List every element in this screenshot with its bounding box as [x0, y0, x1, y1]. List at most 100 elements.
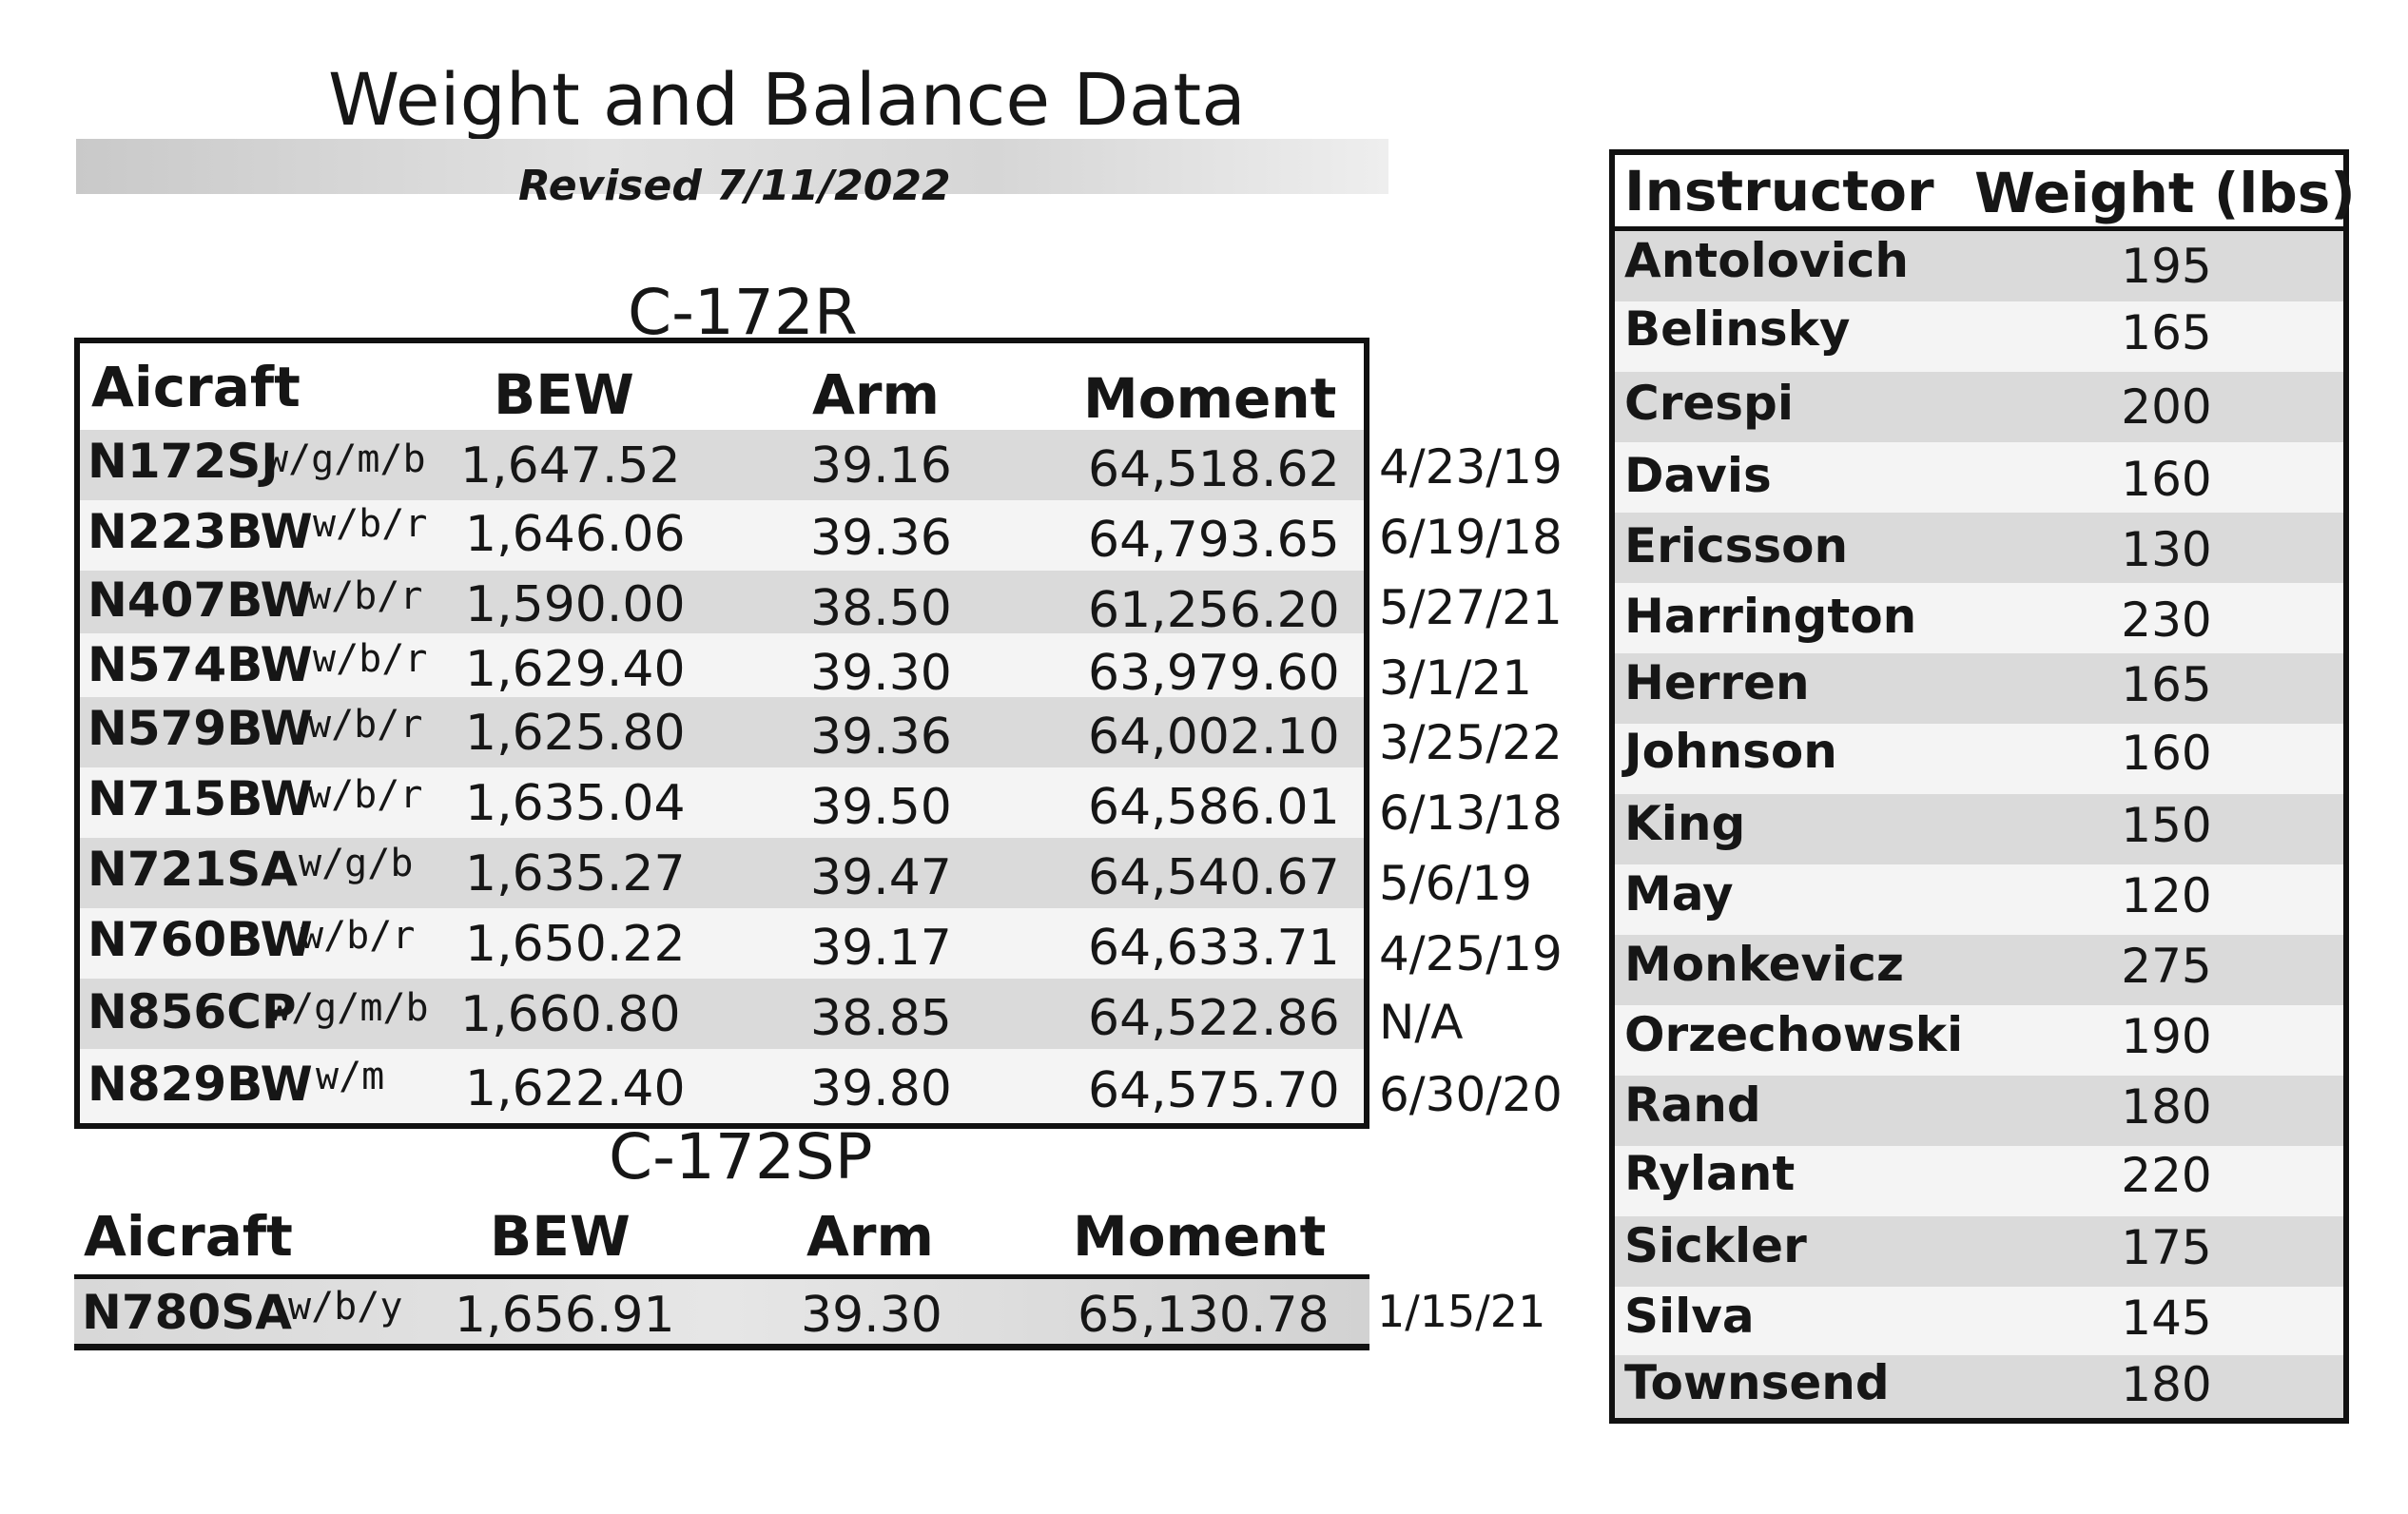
instructor-row: Sickler 175 [1615, 1216, 2343, 1287]
instructor-weight: 230 [2121, 592, 2212, 648]
instructor-table: Instructor Weight (lbs) Antolovich 195 B… [1609, 149, 2356, 1424]
arm-value: 39.16 [810, 437, 952, 495]
aircraft-registration: N760BW [87, 912, 313, 967]
revision-date: 6/13/18 [1379, 786, 1563, 841]
instructor-row: Monkevicz 275 [1615, 935, 2343, 1005]
header-moment: Moment [1073, 1204, 1327, 1269]
equipment-code: w/b/r [308, 703, 423, 747]
equipment-code: w/b/r [308, 574, 423, 618]
header-instructor: Instructor [1624, 159, 1934, 223]
table-rule [74, 1274, 1369, 1279]
aircraft-registration: N407BW [87, 573, 313, 628]
revised-date: Revised 7/11/2022 [518, 162, 951, 210]
instructor-name: Townsend [1624, 1355, 1890, 1410]
instructor-row: Silva 145 [1615, 1287, 2343, 1357]
equipment-code: w/g/m/b [268, 986, 429, 1030]
instructor-weight: 130 [2121, 522, 2212, 577]
arm-value: 38.50 [810, 580, 952, 637]
table-row: N856CP w/g/m/b 1,660.80 38.85 64,522.86 [80, 979, 1364, 1049]
instructor-name: Orzechowski [1624, 1007, 1964, 1062]
instructor-row: Davis 160 [1615, 442, 2343, 513]
bew-value: 1,647.52 [460, 437, 681, 495]
instructor-name: Belinsky [1624, 301, 1851, 357]
instructor-weight: 190 [2121, 1009, 2212, 1064]
instructor-weight: 160 [2121, 452, 2212, 507]
moment-value: 64,518.62 [1088, 441, 1340, 498]
c172r-table: Aicraft BEW Arm Moment N172SJ w/g/m/b 1,… [74, 338, 1369, 1129]
aircraft-registration: N829BW [87, 1057, 313, 1112]
revision-date: 4/25/19 [1379, 926, 1563, 981]
arm-value: 39.17 [810, 920, 952, 977]
header-moment: Moment [1083, 366, 1337, 431]
arm-value: 39.30 [801, 1287, 942, 1344]
revision-date: 4/23/19 [1379, 439, 1563, 495]
instructor-name: Crespi [1624, 376, 1794, 431]
bew-value: 1,635.04 [465, 775, 686, 832]
section-title-c172r: C-172R [628, 276, 858, 349]
equipment-code: w/m [316, 1055, 385, 1098]
bew-value: 1,656.91 [455, 1287, 675, 1344]
instructor-name: King [1624, 796, 1746, 851]
moment-value: 61,256.20 [1088, 582, 1340, 639]
revision-date: 3/1/21 [1379, 650, 1532, 706]
instructor-weight: 200 [2121, 379, 2212, 435]
instructor-row: Belinsky 165 [1615, 301, 2343, 372]
instructor-name: Sickler [1624, 1218, 1807, 1273]
table-row: N715BW w/b/r 1,635.04 39.50 64,586.01 [80, 767, 1364, 838]
instructor-row: Townsend 180 [1615, 1355, 2343, 1418]
instructor-row: Rand 180 [1615, 1076, 2343, 1146]
revision-date: 1/15/21 [1377, 1286, 1546, 1337]
table-row: N407BW w/b/r 1,590.00 38.50 61,256.20 [80, 571, 1364, 641]
table-row: N574BW w/b/r 1,629.40 39.30 63,979.60 [80, 633, 1364, 704]
instructor-name: Harrington [1624, 589, 1917, 644]
equipment-code: w/b/y [288, 1285, 403, 1329]
table-row: N223BW w/b/r 1,646.06 39.36 64,793.65 [80, 500, 1364, 571]
header-arm: Arm [812, 362, 940, 427]
header-weight: Weight (lbs) [1974, 161, 2356, 225]
instructor-weight: 180 [2121, 1079, 2212, 1135]
arm-value: 39.47 [810, 849, 952, 906]
instructor-weight: 120 [2121, 868, 2212, 923]
revision-date: N/A [1379, 995, 1464, 1050]
revision-date: 3/25/22 [1379, 715, 1563, 770]
revision-date: 6/19/18 [1379, 510, 1563, 565]
table-row: N579BW w/b/r 1,625.80 39.36 64,002.10 [80, 697, 1364, 767]
aircraft-registration: N721SA [87, 842, 298, 897]
revision-date: 6/30/20 [1379, 1067, 1563, 1122]
equipment-code: w/b/r [313, 637, 428, 681]
arm-value: 39.36 [810, 510, 952, 567]
instructor-row: Orzechowski 190 [1615, 1005, 2343, 1076]
instructor-weight: 165 [2121, 657, 2212, 712]
equipment-code: w/b/r [301, 914, 416, 958]
header-aircraft: Aicraft [84, 1204, 293, 1269]
instructor-row: Johnson 160 [1615, 724, 2343, 794]
aircraft-registration: N780SA [82, 1285, 292, 1340]
table-rule [74, 1344, 1369, 1350]
instructor-weight: 180 [2121, 1357, 2212, 1412]
instructor-row: Harrington 230 [1615, 583, 2343, 653]
document-title: Weight and Balance Data [328, 57, 1246, 142]
table-row: N760BW w/b/r 1,650.22 39.17 64,633.71 [80, 908, 1364, 979]
bew-value: 1,646.06 [465, 506, 686, 563]
instructor-name: Davis [1624, 448, 1772, 503]
moment-value: 63,979.60 [1088, 645, 1340, 702]
instructor-name: Silva [1624, 1289, 1755, 1344]
aircraft-registration: N856CP [87, 984, 297, 1039]
revised-band [76, 139, 1388, 194]
instructor-weight: 175 [2121, 1220, 2212, 1275]
header-bew: BEW [490, 1204, 631, 1269]
instructor-weight: 165 [2121, 305, 2212, 360]
bew-value: 1,590.00 [465, 576, 686, 633]
table-row: N172SJ w/g/m/b 1,647.52 39.16 64,518.62 [80, 430, 1364, 500]
instructor-weight: 220 [2121, 1148, 2212, 1203]
bew-value: 1,635.27 [465, 845, 686, 903]
c172r-header-row: Aicraft BEW Arm Moment [80, 343, 1364, 435]
instructor-name: Antolovich [1624, 233, 1909, 288]
instructor-name: Herren [1624, 655, 1810, 710]
bew-value: 1,650.22 [465, 916, 686, 973]
equipment-code: w/g/b [299, 842, 414, 885]
arm-value: 39.50 [810, 779, 952, 836]
instructor-row: Crespi 200 [1615, 372, 2343, 442]
bew-value: 1,629.40 [465, 641, 686, 698]
instructor-weight: 145 [2121, 1291, 2212, 1346]
